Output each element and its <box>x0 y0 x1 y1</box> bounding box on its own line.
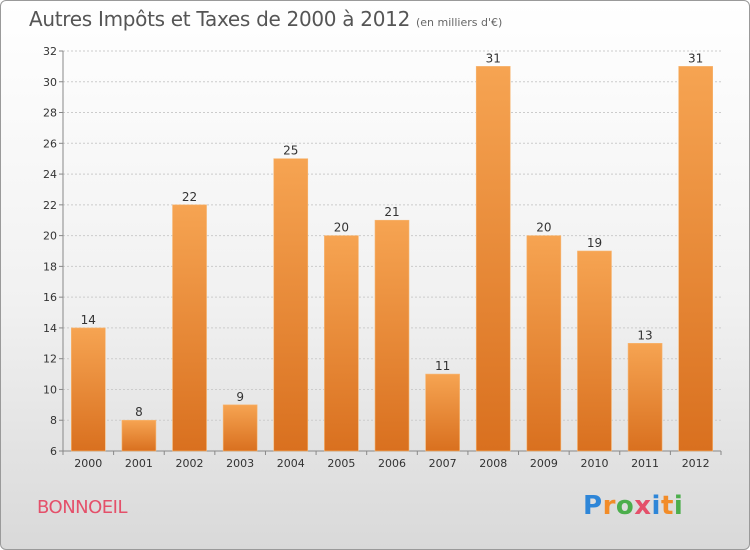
x-tick-label: 2003 <box>226 457 254 470</box>
y-tick-label: 28 <box>43 107 57 120</box>
bar-value-label: 19 <box>587 236 602 250</box>
x-tick-label: 2006 <box>378 457 406 470</box>
bar <box>678 66 713 452</box>
logo-letter: x <box>634 491 652 521</box>
bar <box>627 343 663 452</box>
x-tick-label: 2004 <box>277 457 305 470</box>
logo-letter: t <box>660 491 674 521</box>
y-tick-label: 32 <box>43 45 57 58</box>
proxiti-logo[interactable]: Proxiti <box>583 491 683 521</box>
y-tick-label: 14 <box>43 322 57 335</box>
bar-value-label: 21 <box>384 205 399 219</box>
bar <box>273 158 309 452</box>
logo-letter: P <box>583 491 603 521</box>
bar-value-label: 20 <box>536 221 551 235</box>
x-tick-label: 2001 <box>125 457 153 470</box>
logo-letter: r <box>602 491 616 521</box>
bar <box>526 235 562 452</box>
bar <box>222 404 258 452</box>
axes: 6 8 10 12 14 16 18 20 22 24 26 28 30 32 2000 2001 2002 20… <box>43 45 722 470</box>
x-tick-label: 2010 <box>580 457 608 470</box>
y-tick-label: 20 <box>43 230 57 243</box>
bar <box>577 250 612 452</box>
x-tick-label: 2012 <box>682 457 710 470</box>
bar-value-label: 31 <box>486 51 501 65</box>
x-tick-label: 2009 <box>530 457 558 470</box>
x-tick-label: 2000 <box>74 457 102 470</box>
y-tick-label: 12 <box>43 353 57 366</box>
bar <box>172 204 207 452</box>
y-tick-label: 16 <box>43 291 57 304</box>
x-tick-label: 2005 <box>327 457 355 470</box>
x-tick-label: 2007 <box>429 457 457 470</box>
x-tick-label: 2008 <box>479 457 507 470</box>
bar-value-label: 31 <box>688 51 703 65</box>
bar-value-label: 22 <box>182 190 197 204</box>
bar <box>425 373 460 452</box>
logo-letter: i <box>651 491 661 521</box>
bar <box>475 66 511 452</box>
y-tick-label: 18 <box>43 260 57 273</box>
logo-letter: i <box>673 491 684 521</box>
bar-value-label: 11 <box>435 359 450 373</box>
y-tick-label: 10 <box>43 383 57 396</box>
bar <box>71 327 106 452</box>
unit-subtitle: (en milliers d'€) <box>416 16 503 29</box>
x-tick-label: 2011 <box>631 457 659 470</box>
y-tick-label: 22 <box>43 199 57 212</box>
bar-value-label: 8 <box>135 405 143 419</box>
y-tick-label: 24 <box>43 168 57 181</box>
x-tick-label: 2002 <box>176 457 204 470</box>
commune-name: BONNOEIL <box>37 497 128 518</box>
bars: 14 8 22 9 25 20 21 11 31 20 19 13 31 <box>71 51 713 452</box>
chart-title: Autres Impôts et Taxes de 2000 à 2012 (en… <box>29 7 502 31</box>
bar <box>121 419 157 452</box>
title-text: Autres Impôts et Taxes de 2000 à 2012 <box>29 7 410 31</box>
bar-value-label: 9 <box>236 390 244 404</box>
bar-value-label: 14 <box>81 313 96 327</box>
bar <box>374 219 410 452</box>
bar-value-label: 13 <box>637 328 652 342</box>
bar-value-label: 20 <box>334 221 349 235</box>
bar-value-label: 25 <box>283 144 298 158</box>
y-tick-label: 6 <box>50 445 57 458</box>
y-tick-label: 26 <box>43 137 57 150</box>
y-tick-label: 30 <box>43 76 57 89</box>
logo-letter: o <box>615 491 635 521</box>
y-tick-label: 8 <box>50 414 57 427</box>
bar <box>324 235 359 452</box>
